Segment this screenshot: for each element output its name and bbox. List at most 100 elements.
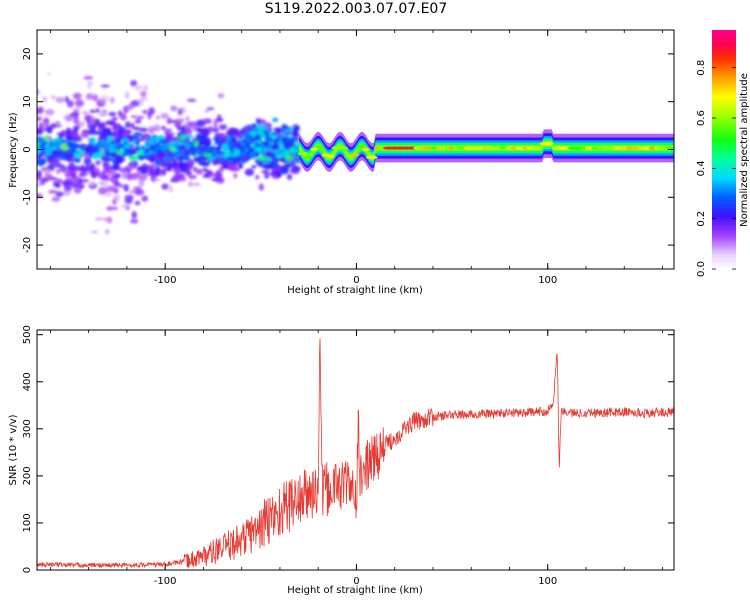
spectral-core-blob bbox=[226, 135, 231, 142]
spectral-blob bbox=[118, 183, 125, 188]
colorbar-tick-label: 0.4 bbox=[696, 160, 707, 176]
spectral-core-blob bbox=[179, 134, 186, 141]
spectral-core-blob bbox=[60, 138, 67, 144]
spectral-blob bbox=[113, 181, 120, 187]
spectral-blob bbox=[85, 93, 93, 101]
spectral-core-blob bbox=[130, 148, 138, 156]
colorbar-tick-label: 0.8 bbox=[696, 60, 707, 76]
spectral-core-blob bbox=[207, 157, 215, 161]
spectral-core-blob bbox=[135, 140, 140, 146]
spectrogram-x-ticks: -100 0 100 bbox=[49, 30, 663, 286]
spectral-blob bbox=[137, 175, 148, 181]
spectral-core-blob bbox=[113, 145, 123, 149]
spectrogram-y-ticks: -20 -10 0 10 20 bbox=[22, 48, 674, 253]
spectral-blob bbox=[211, 178, 217, 182]
spectral-blob bbox=[228, 127, 237, 134]
spectral-blob bbox=[139, 127, 148, 133]
spectral-blob bbox=[134, 119, 142, 124]
spectral-blob bbox=[89, 180, 95, 186]
tone-hotspot bbox=[545, 142, 554, 146]
spectral-blob bbox=[49, 158, 59, 163]
spectral-core-blob bbox=[197, 151, 204, 155]
spectral-blob bbox=[272, 166, 281, 172]
spectral-blob bbox=[101, 174, 110, 180]
spectral-core-blob bbox=[110, 139, 116, 144]
spectral-core-blob bbox=[105, 150, 110, 156]
spectral-bump-blob bbox=[289, 139, 295, 144]
spectral-bump-blob bbox=[265, 136, 272, 142]
spectral-blob bbox=[49, 177, 58, 181]
spectral-blob bbox=[109, 96, 115, 104]
spectral-blob bbox=[129, 218, 139, 224]
spectral-blob bbox=[66, 115, 73, 122]
spectral-blob bbox=[56, 178, 63, 185]
spectral-core-blob bbox=[229, 149, 235, 154]
spectral-blob bbox=[155, 178, 161, 182]
spectral-bump-blob bbox=[239, 128, 247, 134]
spectral-blob bbox=[115, 196, 120, 202]
spectral-core-blob bbox=[105, 157, 111, 162]
spectral-blob bbox=[72, 116, 80, 124]
spectral-core-blob bbox=[158, 139, 169, 143]
spectral-blob bbox=[91, 230, 99, 234]
spectral-core-blob bbox=[115, 153, 121, 158]
spectral-core-blob bbox=[217, 139, 223, 145]
spectral-blob bbox=[166, 117, 172, 124]
spectral-blob bbox=[48, 189, 58, 194]
spectral-blob bbox=[150, 174, 157, 183]
spectral-blob bbox=[38, 122, 45, 130]
spectral-core-blob bbox=[138, 154, 145, 161]
spectral-bump-blob bbox=[281, 123, 288, 130]
spectral-bump-blob bbox=[272, 117, 279, 123]
y-tick-label: 100 bbox=[22, 513, 33, 532]
spectral-blob bbox=[67, 162, 76, 171]
spectral-core-blob bbox=[221, 143, 229, 151]
tone-hotspot bbox=[356, 145, 364, 149]
spectral-blob bbox=[166, 134, 173, 138]
spectral-blob bbox=[258, 183, 265, 191]
spectral-core-blob bbox=[69, 148, 77, 152]
spectral-bump-blob bbox=[263, 125, 269, 132]
spectral-blob bbox=[80, 130, 90, 139]
spectral-blob bbox=[199, 162, 207, 166]
tone-hotspot bbox=[539, 142, 549, 146]
spectral-blob bbox=[131, 211, 138, 219]
spectral-core-blob bbox=[93, 147, 98, 153]
spectral-core-blob bbox=[48, 143, 55, 148]
spectral-core-blob bbox=[168, 147, 177, 151]
spectral-bump-blob bbox=[249, 153, 257, 157]
spectral-blob bbox=[171, 175, 181, 182]
spectral-blob bbox=[95, 159, 101, 166]
spectral-bump-blob bbox=[273, 138, 278, 146]
spectral-blob bbox=[155, 115, 160, 120]
spectral-core-blob bbox=[194, 149, 201, 153]
tone-hotspot bbox=[349, 153, 360, 157]
spectral-blob bbox=[130, 136, 139, 141]
spectral-blob bbox=[91, 172, 97, 179]
spectral-bump-blob bbox=[245, 137, 252, 143]
spectral-blob bbox=[164, 128, 173, 133]
spectral-blob bbox=[130, 172, 139, 180]
y-tick-label: 300 bbox=[22, 419, 33, 438]
spectral-blob bbox=[140, 97, 149, 101]
spectral-core-blob bbox=[121, 138, 130, 143]
spectral-bump-blob bbox=[270, 143, 280, 151]
spectral-core-blob bbox=[41, 157, 47, 165]
spectrogram-blobs bbox=[37, 72, 674, 235]
spectral-blob bbox=[196, 127, 205, 132]
spectral-core-blob bbox=[128, 155, 139, 161]
spectral-blob bbox=[219, 123, 224, 131]
spectral-blob bbox=[55, 168, 61, 175]
spectral-blob bbox=[161, 168, 167, 176]
spectral-blob bbox=[55, 96, 65, 103]
spectral-blob bbox=[79, 184, 85, 189]
spectral-blob bbox=[195, 168, 204, 175]
spectral-core-blob bbox=[88, 151, 93, 158]
colorbar-tick-label: 0.0 bbox=[696, 261, 707, 277]
spectral-blob bbox=[119, 168, 129, 173]
tone-hotspot bbox=[643, 146, 652, 150]
spectral-core-blob bbox=[124, 148, 130, 156]
spectral-blob bbox=[170, 105, 178, 112]
tone-hotspot bbox=[365, 155, 378, 159]
spectral-blob bbox=[66, 100, 74, 108]
